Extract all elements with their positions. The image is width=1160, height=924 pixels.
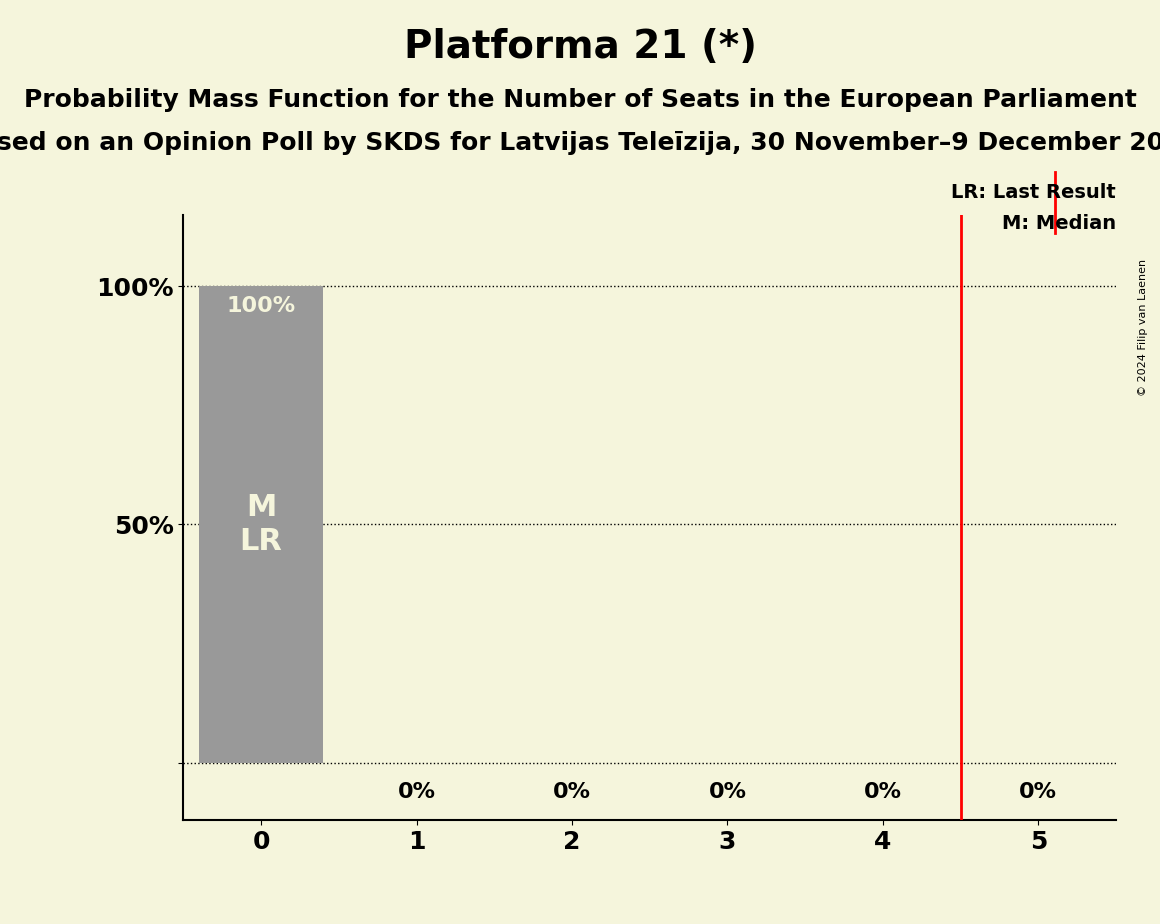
Text: 0%: 0% (1020, 782, 1057, 802)
Text: M: Median: M: Median (1002, 213, 1116, 233)
Text: M
LR: M LR (240, 493, 283, 555)
Text: Platforma 21 (*): Platforma 21 (*) (404, 28, 756, 66)
Text: Based on an Opinion Poll by SKDS for Latvijas Teleīzija, 30 November–9 December : Based on an Opinion Poll by SKDS for Lat… (0, 131, 1160, 155)
Text: 0%: 0% (709, 782, 746, 802)
Text: Probability Mass Function for the Number of Seats in the European Parliament: Probability Mass Function for the Number… (23, 88, 1137, 112)
Bar (200, 286, 324, 762)
Text: LR: Last Result: LR: Last Result (951, 184, 1116, 202)
Text: 100%: 100% (226, 296, 296, 316)
Text: © 2024 Filip van Laenen: © 2024 Filip van Laenen (1138, 259, 1147, 395)
Text: 0%: 0% (398, 782, 435, 802)
Text: 0%: 0% (864, 782, 901, 802)
Text: 0%: 0% (553, 782, 590, 802)
